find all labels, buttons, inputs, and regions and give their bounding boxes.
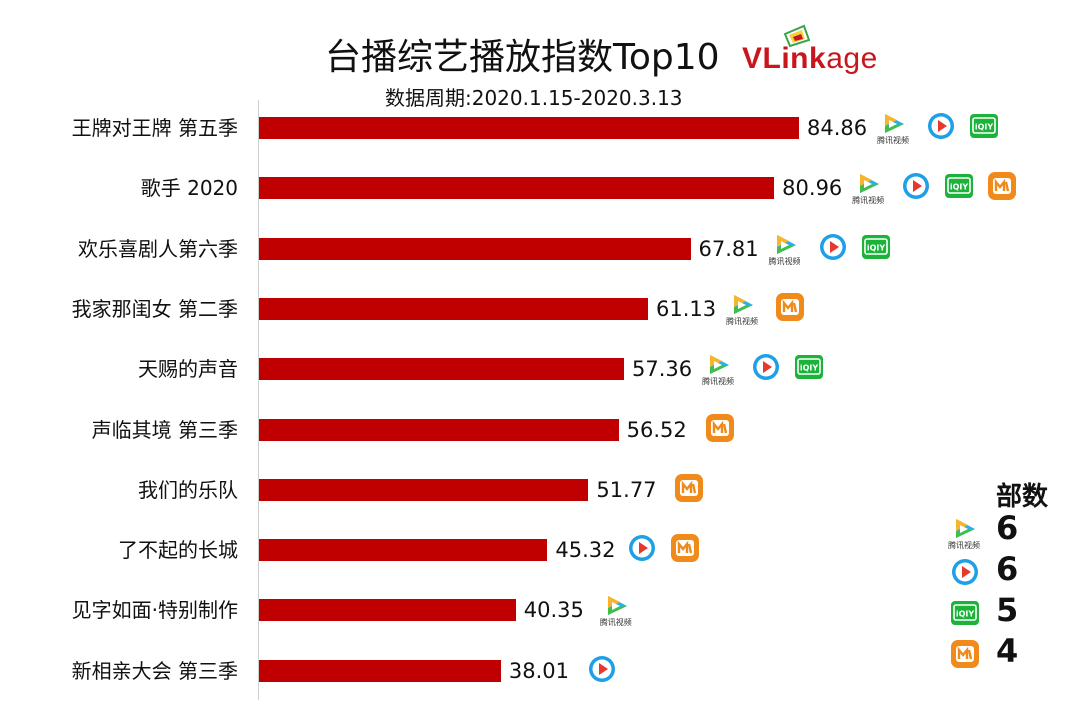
category-label: 王牌对王牌 第五季 xyxy=(71,116,238,140)
youku-icon xyxy=(928,113,954,139)
mango-tv-icon xyxy=(775,292,804,321)
bar xyxy=(259,418,619,441)
legend-count-youku: 6 xyxy=(996,550,1019,588)
tencent-video-caption: 腾讯视频 xyxy=(852,196,885,206)
youku-icon xyxy=(753,354,779,381)
bar xyxy=(259,117,799,139)
bar-value-label: 40.35 xyxy=(523,598,584,623)
iqiyi-icon: iQIY xyxy=(861,234,890,259)
legend-title: 部数 xyxy=(996,482,1049,512)
mango-tv-icon xyxy=(705,413,734,442)
iqiyi-icon-text: iQIY xyxy=(800,364,819,373)
bar-value-label: 51.77 xyxy=(596,477,657,502)
bar xyxy=(259,237,691,260)
bar xyxy=(259,659,501,682)
bar-value-label: 57.36 xyxy=(632,357,693,382)
youku-icon xyxy=(952,559,978,585)
tencent-video-icon xyxy=(710,355,729,375)
category-label: 我们的乐队 xyxy=(138,477,238,502)
bar-value-label: 38.01 xyxy=(508,658,569,683)
tencent-video-icon xyxy=(885,114,904,133)
tencent-video-icon xyxy=(956,519,975,538)
tencent-video-icon xyxy=(776,234,796,254)
tencent-video-caption: 腾讯视频 xyxy=(877,136,909,145)
tencent-video-caption: 腾讯视频 xyxy=(702,377,734,387)
vlinkage-logo: VLinkage xyxy=(742,24,877,78)
youku-icon xyxy=(819,233,846,260)
mango-tv-icon xyxy=(675,473,704,502)
tencent-video-caption: 腾讯视频 xyxy=(725,316,758,326)
mango-tv-icon xyxy=(951,640,979,668)
logo-mark-icon xyxy=(783,24,811,48)
category-label: 声临其境 第三季 xyxy=(91,417,238,442)
youku-icon xyxy=(588,655,615,682)
legend-count-tencent: 6 xyxy=(996,509,1019,547)
bar xyxy=(259,297,648,320)
category-label: 欢乐喜剧人第六季 xyxy=(78,236,238,261)
iqiyi-icon-text: iQIY xyxy=(950,183,969,192)
category-label: 了不起的长城 xyxy=(118,538,238,563)
mango-tv-icon xyxy=(671,534,700,563)
tencent-video-icon xyxy=(607,596,627,616)
bar xyxy=(259,478,589,501)
bar xyxy=(259,358,624,381)
iqiyi-icon-text: iQIY xyxy=(956,610,975,619)
category-label: 我家那闺女 第二季 xyxy=(71,296,238,321)
iqiyi-icon: iQIY xyxy=(951,601,979,625)
bar xyxy=(259,177,775,200)
tencent-video-caption: 腾讯视频 xyxy=(948,541,980,550)
legend-count-iqiyi: 5 xyxy=(996,591,1019,629)
iqiyi-icon: iQIY xyxy=(945,174,974,199)
iqiyi-icon: iQIY xyxy=(795,355,823,380)
iqiyi-icon: iQIY xyxy=(970,114,998,138)
chart-subtitle: 数据周期:2020.1.15-2020.3.13 xyxy=(385,86,683,110)
legend-count-mango: 4 xyxy=(996,632,1019,670)
category-label: 歌手 2020 xyxy=(140,176,238,201)
mango-tv-icon xyxy=(988,172,1017,201)
iqiyi-icon-text: iQIY xyxy=(975,123,994,132)
bar-value-label: 67.81 xyxy=(698,236,759,261)
bar-value-label: 61.13 xyxy=(655,296,717,321)
category-label: 见字如面·特别制作 xyxy=(71,598,238,623)
bar-value-label: 56.52 xyxy=(626,417,687,442)
bar-value-label: 45.32 xyxy=(555,538,616,563)
category-label: 新相亲大会 第三季 xyxy=(71,658,238,683)
bar-value-label: 84.86 xyxy=(807,116,868,140)
chart-title: 台播综艺播放指数Top10 xyxy=(325,37,720,78)
iqiyi-icon-text: iQIY xyxy=(866,243,885,252)
tencent-video-caption: 腾讯视频 xyxy=(768,256,801,266)
youku-icon xyxy=(629,535,656,562)
youku-icon xyxy=(903,173,930,200)
y-axis-line xyxy=(258,100,259,700)
logo-wordmark: VLinkage xyxy=(742,42,878,75)
category-label: 天赐的声音 xyxy=(138,357,238,382)
bar xyxy=(259,599,516,622)
tencent-video-icon xyxy=(733,294,753,314)
bar xyxy=(259,539,548,562)
tencent-video-icon xyxy=(860,174,880,194)
tencent-video-caption: 腾讯视频 xyxy=(599,618,632,628)
bar-value-label: 80.96 xyxy=(782,176,843,201)
